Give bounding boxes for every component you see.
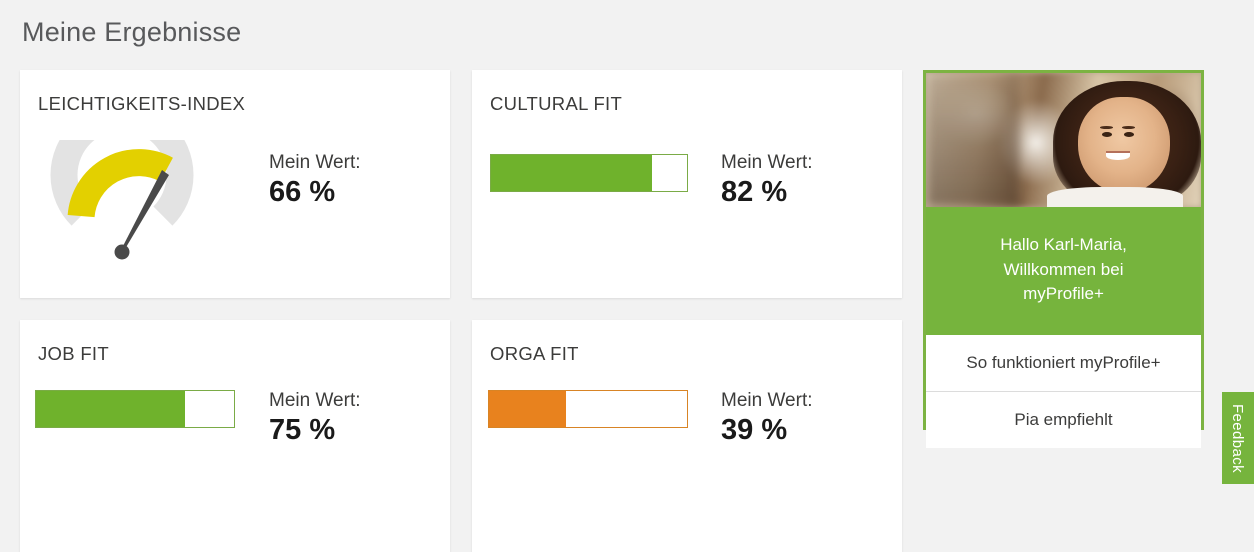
card-title: ORGA FIT [490, 343, 579, 364]
card-leichtigkeits-index: LEICHTIGKEITS-INDEX Mein Wert: 66 % [20, 70, 450, 298]
value-label: Mein Wert: [269, 390, 361, 411]
card-title: CULTURAL FIT [490, 93, 623, 114]
face-shape [1077, 97, 1170, 194]
welcome-line-2: Willkommen bei [1003, 259, 1124, 279]
gauge-value-arc [67, 149, 173, 218]
progress-bar-cultural-fit [490, 154, 688, 192]
progress-bar-orga-fit [488, 390, 688, 428]
woman-portrait [1046, 81, 1201, 207]
progress-bar-fill [489, 391, 567, 427]
eyebrow-left [1099, 126, 1113, 129]
eyebrow-right [1121, 126, 1135, 129]
eye-right [1123, 131, 1134, 137]
welcome-line-1: Hallo Karl-Maria, [1000, 235, 1127, 254]
page-title: Meine Ergebnisse [22, 17, 242, 47]
office-woman-photo [926, 73, 1201, 207]
promo-link-how-it-works[interactable]: So funktioniert myProfile+ [926, 334, 1201, 391]
value-block: Mein Wert: 39 % [721, 390, 813, 448]
value-number: 75 % [269, 413, 336, 446]
gauge-svg [50, 140, 194, 260]
eye-left [1101, 131, 1112, 137]
progress-bar-fill [491, 155, 652, 191]
value-block: Mein Wert: 82 % [721, 152, 813, 210]
value-label: Mein Wert: [721, 390, 813, 411]
value-block: Mein Wert: 66 % [269, 152, 361, 210]
value-block: Mein Wert: 75 % [269, 390, 361, 448]
value-number: 39 % [721, 413, 788, 446]
gauge-track-arc [50, 140, 194, 226]
card-orga-fit: ORGA FIT Mein Wert: 39 % [472, 320, 902, 552]
gauge-chart-leichtigkeits-index [36, 140, 216, 268]
value-label: Mein Wert: [269, 152, 361, 173]
value-number: 66 % [269, 175, 336, 208]
feedback-tab-label: Feedback [1229, 403, 1247, 473]
welcome-promo-card: Hallo Karl-Maria, Willkommen bei myProfi… [923, 70, 1204, 448]
value-label: Mein Wert: [721, 152, 813, 173]
welcome-line-3: myProfile+ [1023, 284, 1104, 304]
card-cultural-fit: CULTURAL FIT Mein Wert: 82 % [472, 70, 902, 298]
progress-bar-fill [36, 391, 185, 427]
promo-link-pia-empfiehlt[interactable]: Pia empfiehlt [926, 390, 1201, 448]
card-title: JOB FIT [38, 343, 109, 364]
card-title: LEICHTIGKEITS-INDEX [38, 93, 246, 114]
photo-shadow-band [926, 73, 1020, 207]
welcome-message: Hallo Karl-Maria, Willkommen bei myProfi… [926, 207, 1201, 335]
shoulder-shape [1046, 186, 1184, 207]
gauge-needle [114, 170, 169, 260]
card-job-fit: JOB FIT Mein Wert: 75 % [20, 320, 450, 552]
value-number: 82 % [721, 175, 788, 208]
progress-bar-job-fit [35, 390, 235, 428]
feedback-tab[interactable]: Feedback [1222, 392, 1254, 484]
smile-shape [1106, 150, 1131, 160]
